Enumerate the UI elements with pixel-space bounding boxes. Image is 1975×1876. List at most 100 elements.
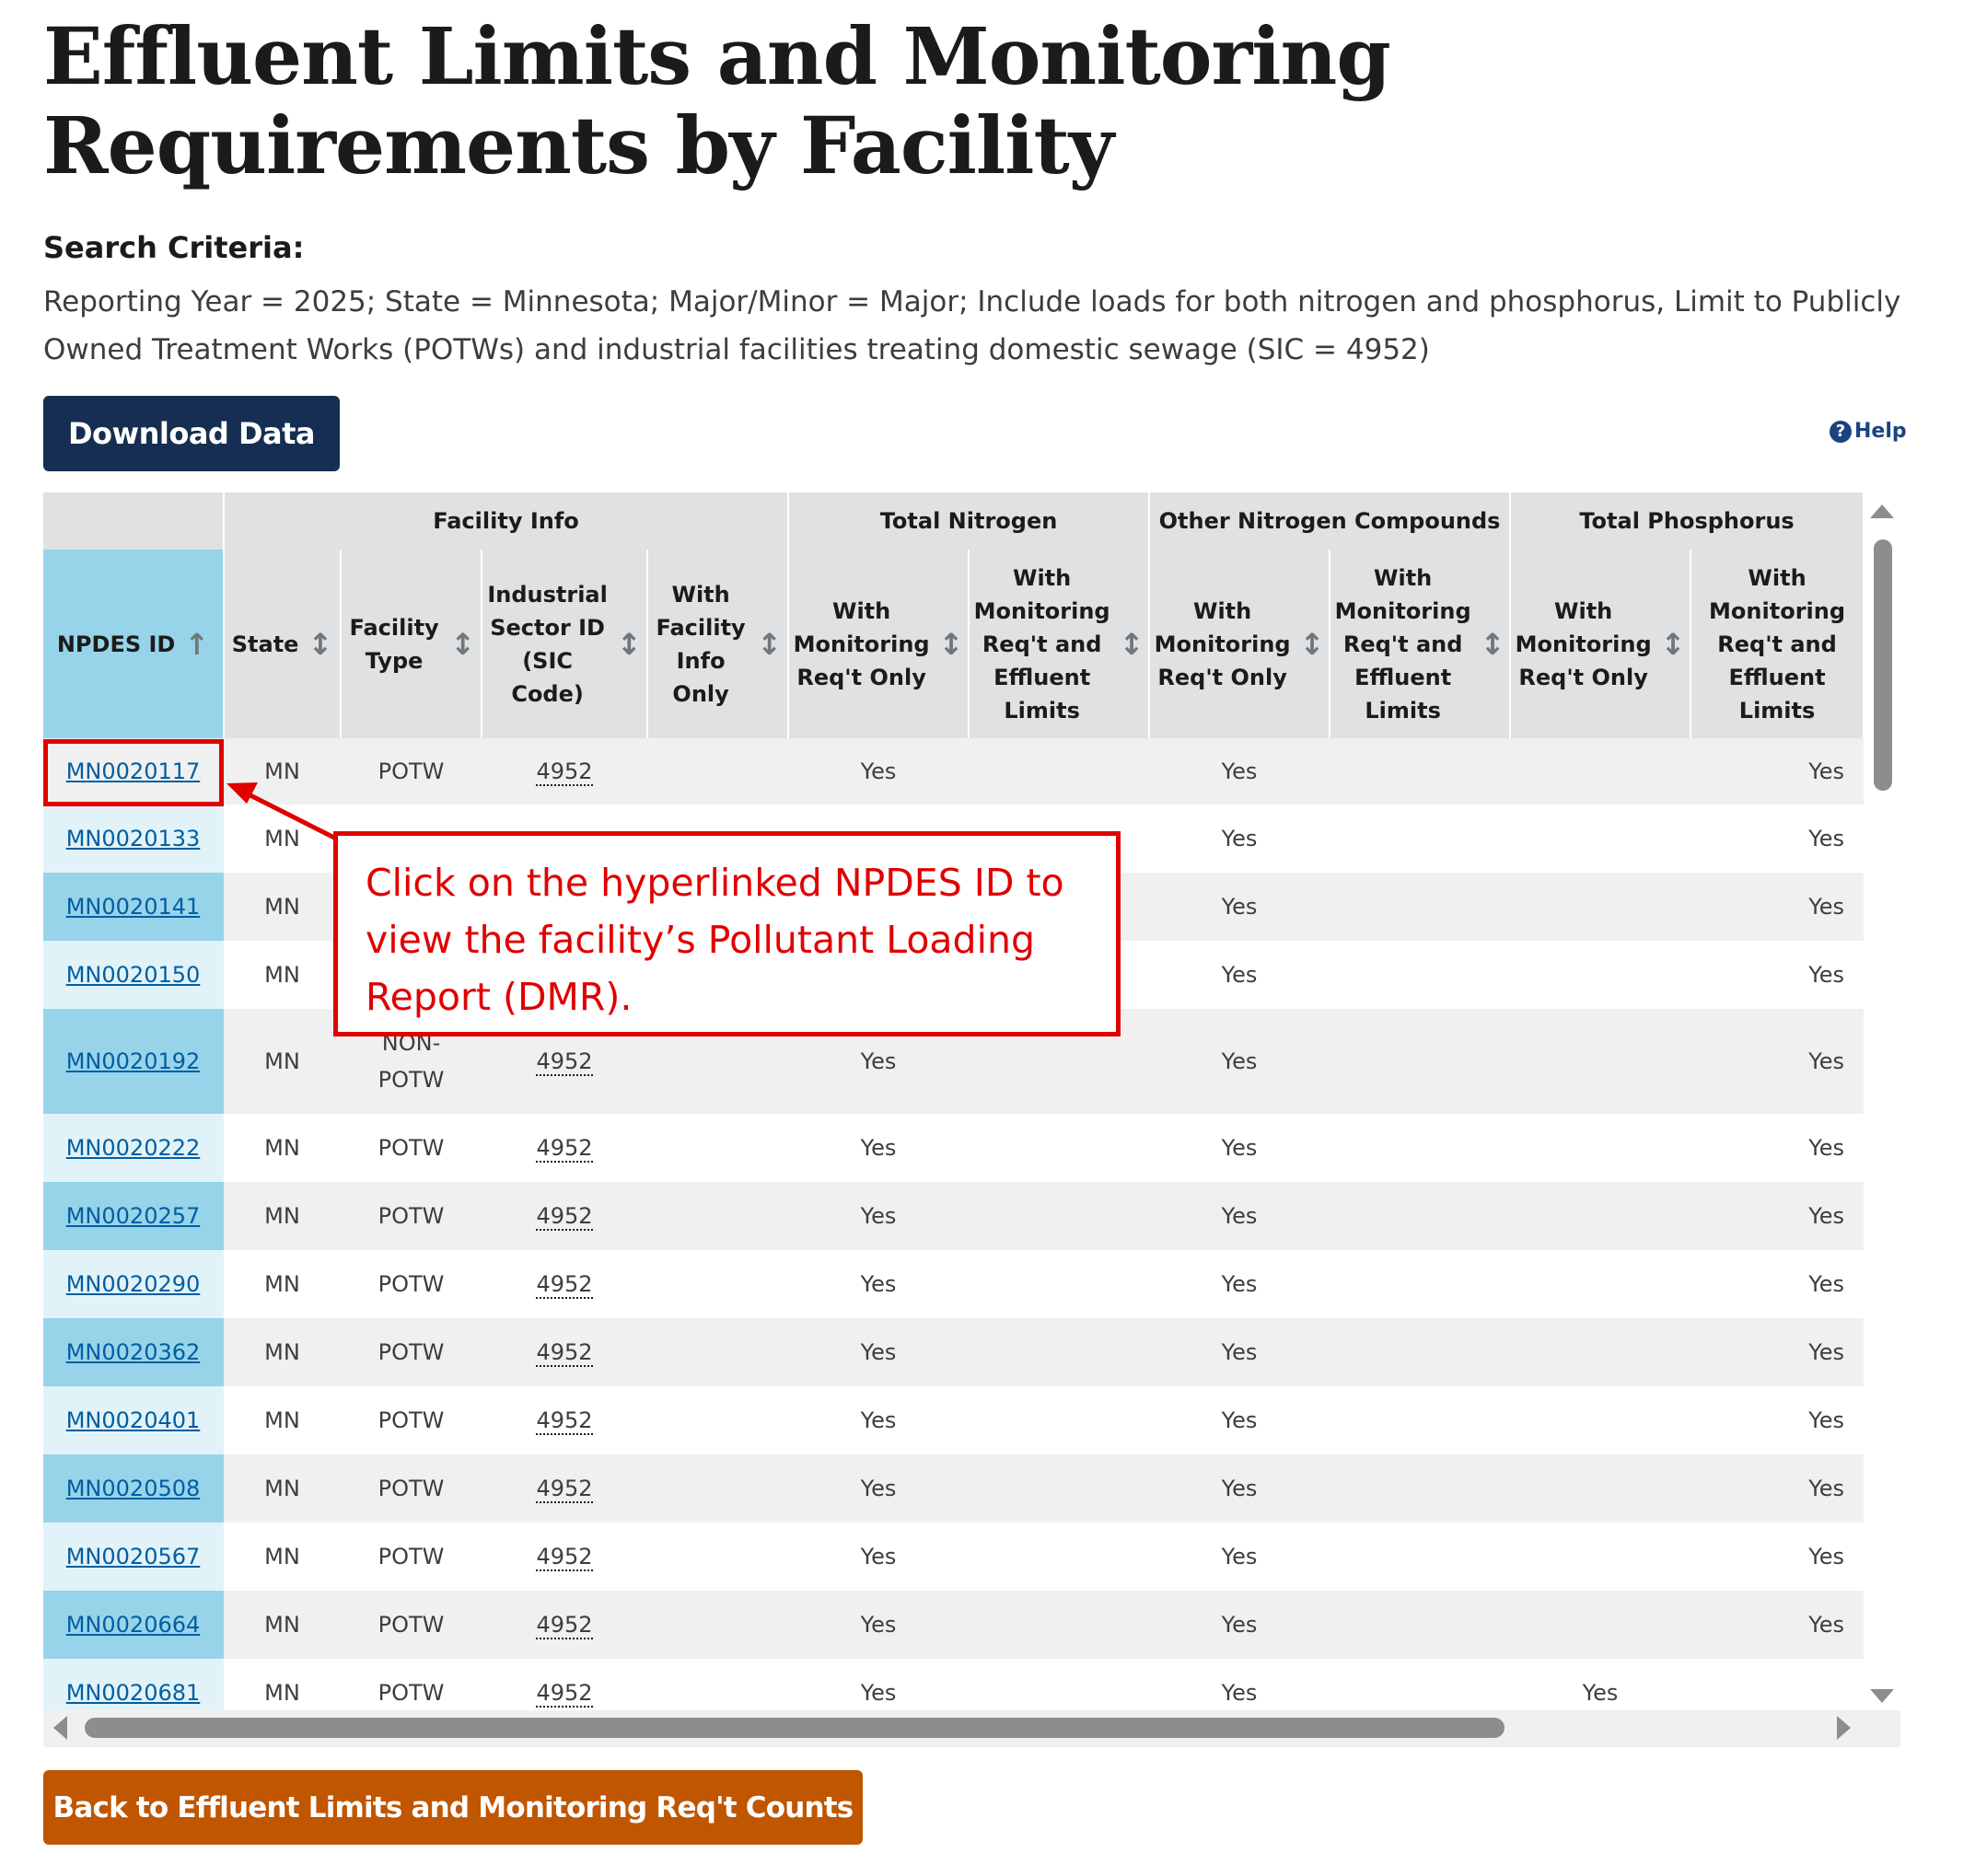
facility-info-only-cell <box>647 1318 789 1386</box>
sic-code-value[interactable]: 4952 <box>536 1203 593 1231</box>
tn-monitoring-only-cell: Yes <box>788 1386 970 1454</box>
sort-icon[interactable]: ↕ <box>1299 626 1325 662</box>
sort-icon[interactable]: ↕ <box>308 626 333 662</box>
tp-monitoring-only-cell <box>1510 1386 1691 1454</box>
onc-monitoring-and-limits-cell <box>1330 738 1511 805</box>
sort-icon[interactable]: ↕ <box>938 626 964 662</box>
scroll-up-arrow-icon[interactable] <box>1870 504 1894 518</box>
scroll-down-arrow-icon[interactable] <box>1870 1689 1894 1703</box>
tp-monitoring-and-limits-cell: Yes <box>1690 873 1864 941</box>
npdes-id-cell[interactable]: MN0020567 <box>43 1523 224 1591</box>
onc-monitoring-only-cell: Yes <box>1149 1250 1330 1318</box>
npdes-id-link[interactable]: MN0020290 <box>65 1271 201 1297</box>
npdes-id-cell[interactable]: MN0020117 <box>43 738 224 805</box>
sort-icon[interactable]: ↕ <box>1119 626 1144 662</box>
download-data-button[interactable]: Download Data <box>43 396 340 471</box>
vertical-scroll-thumb[interactable] <box>1874 539 1892 791</box>
npdes-id-link[interactable]: MN0020133 <box>65 826 201 851</box>
state-cell: MN <box>224 738 341 805</box>
scroll-left-arrow-icon[interactable] <box>53 1716 67 1740</box>
group-header-row: Facility Info Total Nitrogen Other Nitro… <box>43 492 1864 550</box>
tp-monitoring-only-cell <box>1510 1009 1691 1114</box>
table-row: MN0020567 MN POTW 4952 Yes Yes Yes <box>43 1523 1864 1591</box>
col-tn-monitoring-only-header[interactable]: With Monitoring Req't Only ↕ <box>788 550 970 738</box>
npdes-id-cell[interactable]: MN0020362 <box>43 1318 224 1386</box>
npdes-id-link[interactable]: MN0020222 <box>65 1135 201 1161</box>
npdes-id-cell[interactable]: MN0020257 <box>43 1182 224 1250</box>
facility-info-only-cell <box>647 1386 789 1454</box>
sort-icon[interactable]: ↕ <box>450 626 475 662</box>
sic-code-value[interactable]: 4952 <box>536 1612 593 1639</box>
sic-code-value[interactable]: 4952 <box>536 1048 593 1076</box>
sic-code-value[interactable]: 4952 <box>536 1339 593 1367</box>
npdes-id-cell[interactable]: MN0020508 <box>43 1454 224 1523</box>
npdes-id-link[interactable]: MN0020664 <box>65 1612 201 1638</box>
sic-code-value[interactable]: 4952 <box>536 1271 593 1299</box>
npdes-id-link[interactable]: MN0020150 <box>65 962 201 988</box>
horizontal-scroll-thumb[interactable] <box>85 1718 1504 1738</box>
table-row: MN0020290 MN POTW 4952 Yes Yes Yes <box>43 1250 1864 1318</box>
sort-icon[interactable]: ↕ <box>1660 626 1686 662</box>
npdes-id-cell[interactable]: MN0020222 <box>43 1114 224 1182</box>
annotation-highlight-box <box>43 739 224 806</box>
sort-ascending-icon[interactable]: ↑ <box>184 626 210 662</box>
sic-code-value[interactable]: 4952 <box>536 1135 593 1163</box>
col-facility-info-only-header[interactable]: With Facility Info Only ↕ <box>647 550 790 738</box>
column-header-label: Industrial Sector ID (SIC Code) <box>487 581 608 707</box>
col-sic-code-header[interactable]: Industrial Sector ID (SIC Code) ↕ <box>482 550 648 738</box>
npdes-id-cell[interactable]: MN0020192 <box>43 1009 224 1114</box>
npdes-id-link[interactable]: MN0020567 <box>65 1544 201 1569</box>
table-row: MN0020508 MN POTW 4952 Yes Yes Yes <box>43 1454 1864 1523</box>
col-tn-monitoring-and-limits-header[interactable]: With Monitoring Req't and Effluent Limit… <box>969 550 1151 738</box>
tp-monitoring-only-cell <box>1510 1250 1691 1318</box>
col-tp-monitoring-and-limits-header[interactable]: With Monitoring Req't and Effluent Limit… <box>1690 550 1864 738</box>
sic-code-value[interactable]: 4952 <box>536 1407 593 1435</box>
npdes-id-link[interactable]: MN0020362 <box>65 1339 201 1365</box>
npdes-id-link[interactable]: MN0020257 <box>65 1203 201 1229</box>
sic-code-value[interactable]: 4952 <box>536 1476 593 1503</box>
onc-monitoring-and-limits-cell <box>1330 1318 1511 1386</box>
col-onc-monitoring-only-header[interactable]: With Monitoring Req't Only ↕ <box>1149 550 1331 738</box>
npdes-id-cell[interactable]: MN0020401 <box>43 1386 224 1454</box>
facility-type-cell: POTW <box>341 1250 482 1318</box>
sic-code-value[interactable]: 4952 <box>536 1544 593 1571</box>
scroll-right-arrow-icon[interactable] <box>1837 1716 1851 1740</box>
col-tp-monitoring-only-header[interactable]: With Monitoring Req't Only ↕ <box>1510 550 1692 738</box>
col-npdes-id-header[interactable]: NPDES ID ↑ <box>43 550 225 738</box>
state-cell: MN <box>224 1318 341 1386</box>
npdes-id-cell[interactable]: MN0020664 <box>43 1591 224 1659</box>
tp-monitoring-and-limits-cell: Yes <box>1690 1318 1864 1386</box>
help-link[interactable]: ? Help <box>1830 420 1907 443</box>
sic-code-value[interactable]: 4952 <box>536 1680 593 1708</box>
col-state-header[interactable]: State ↕ <box>224 550 342 738</box>
table-row: MN0020117 MN POTW 4952 Yes Yes Yes <box>43 738 1864 805</box>
tn-monitoring-only-cell: Yes <box>788 1523 970 1591</box>
sic-code-value[interactable]: 4952 <box>536 759 593 786</box>
npdes-id-cell[interactable]: MN0020141 <box>43 873 224 941</box>
facility-type-cell: POTW <box>341 1523 482 1591</box>
col-onc-monitoring-and-limits-header[interactable]: With Monitoring Req't and Effluent Limit… <box>1330 550 1512 738</box>
onc-monitoring-only-cell: Yes <box>1149 738 1330 805</box>
table-row: MN0020362 MN POTW 4952 Yes Yes Yes <box>43 1318 1864 1386</box>
npdes-id-cell[interactable]: MN0020290 <box>43 1250 224 1318</box>
npdes-id-cell[interactable]: MN0020150 <box>43 941 224 1009</box>
col-facility-type-header[interactable]: Facility Type ↕ <box>341 550 482 738</box>
table-row: MN0020222 MN POTW 4952 Yes Yes Yes <box>43 1114 1864 1182</box>
sort-icon[interactable]: ↕ <box>757 626 783 662</box>
back-to-counts-button[interactable]: Back to Effluent Limits and Monitoring R… <box>43 1770 863 1845</box>
npdes-id-link[interactable]: MN0020508 <box>65 1476 201 1501</box>
help-label: Help <box>1854 420 1907 443</box>
tn-monitoring-and-limits-cell <box>969 1386 1150 1454</box>
tp-monitoring-only-cell <box>1510 1454 1691 1523</box>
npdes-id-cell[interactable]: MN0020681 <box>43 1659 224 1710</box>
npdes-id-link[interactable]: MN0020141 <box>65 894 201 920</box>
sic-code-cell: 4952 <box>482 1454 647 1523</box>
tn-monitoring-and-limits-cell <box>969 1250 1150 1318</box>
sort-icon[interactable]: ↕ <box>616 626 642 662</box>
npdes-id-cell[interactable]: MN0020133 <box>43 805 224 873</box>
npdes-id-link[interactable]: MN0020192 <box>65 1048 201 1074</box>
sort-icon[interactable]: ↕ <box>1480 626 1505 662</box>
npdes-id-link[interactable]: MN0020681 <box>65 1680 201 1706</box>
npdes-id-link[interactable]: MN0020117 <box>65 759 201 784</box>
npdes-id-link[interactable]: MN0020401 <box>65 1407 201 1433</box>
